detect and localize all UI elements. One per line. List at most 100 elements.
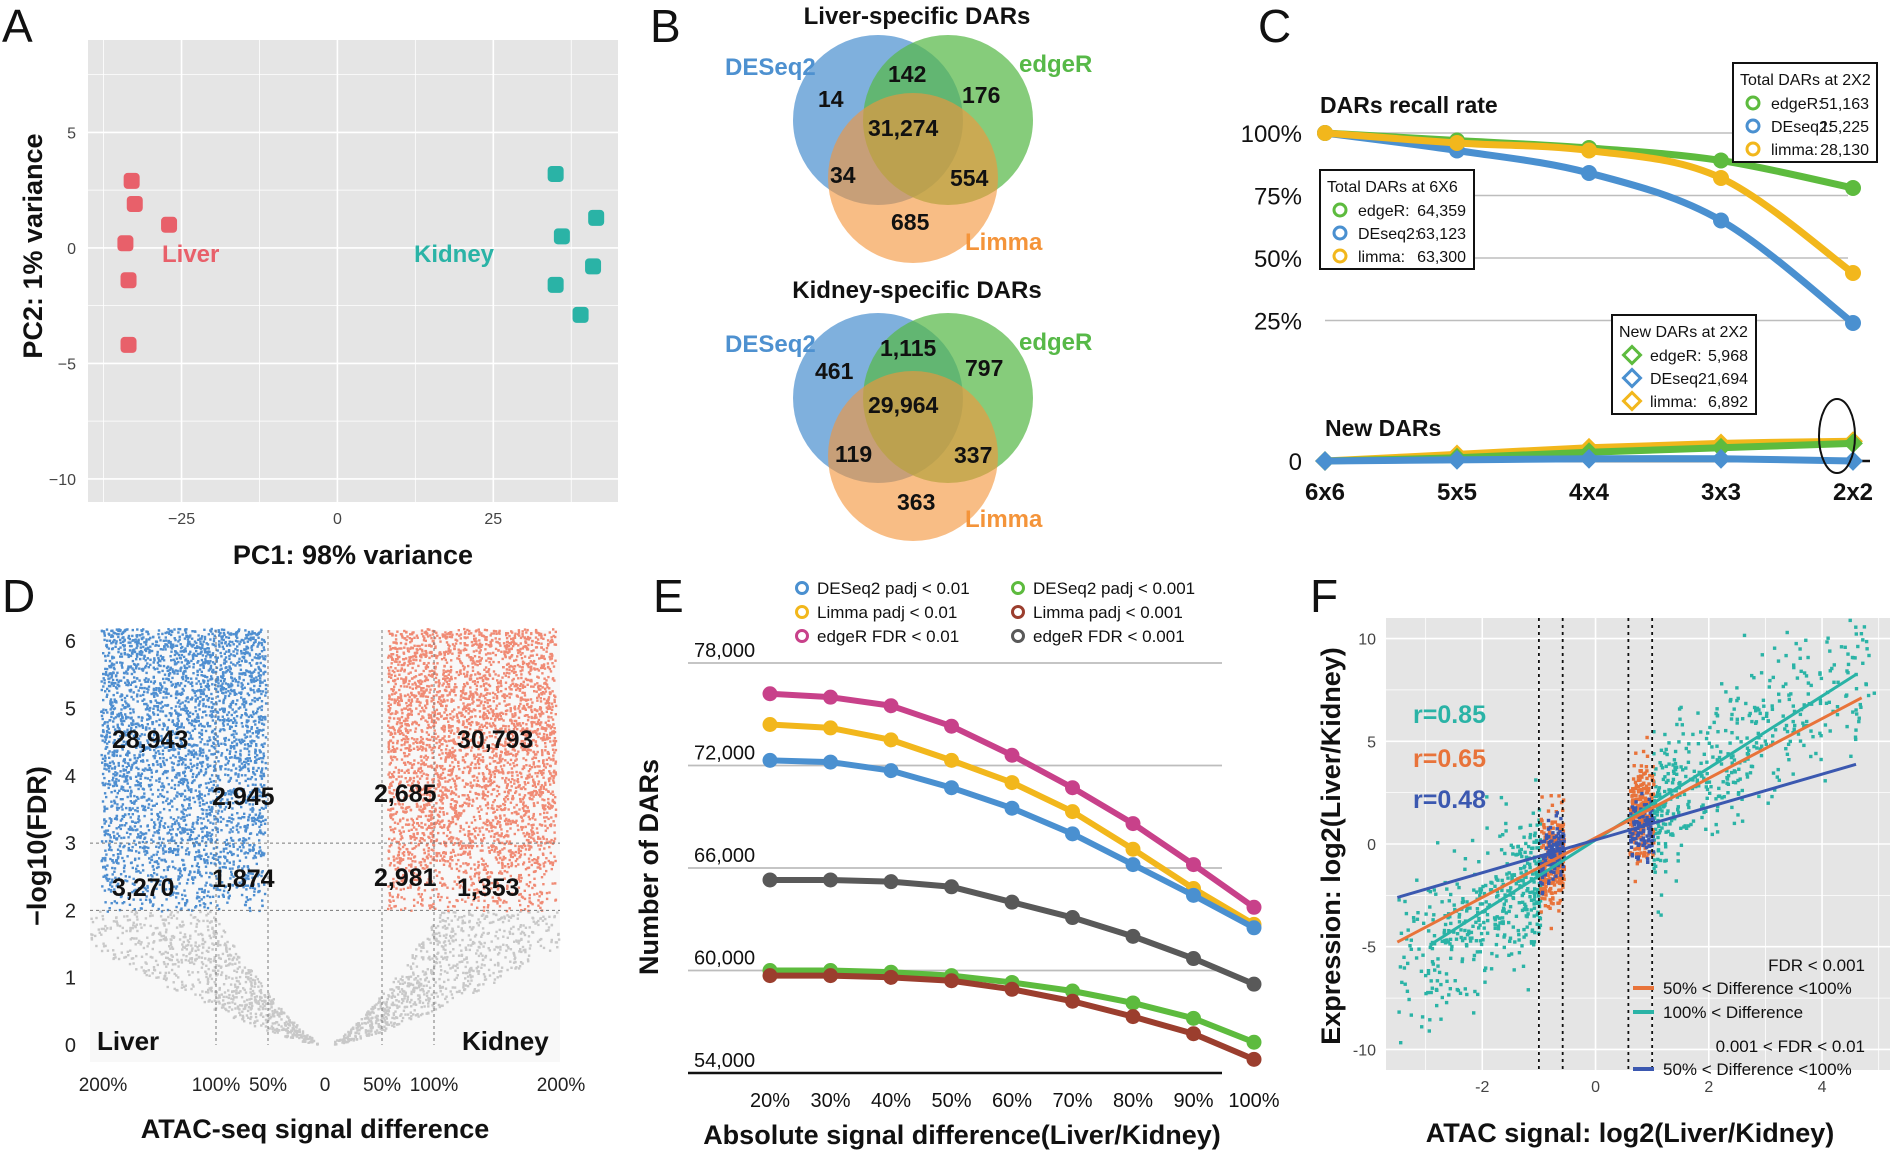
volcano-point-liver	[254, 822, 257, 825]
volcano-point-liver	[223, 708, 226, 711]
volcano-point-liver	[133, 802, 136, 805]
volcano-point-liver	[200, 797, 203, 800]
volcano-point-ns	[349, 1029, 353, 1033]
volcano-point-ns	[194, 949, 197, 953]
volcano-point-liver	[107, 767, 111, 770]
volcano-point-liver	[121, 887, 124, 890]
volcano-point-ns	[415, 986, 419, 990]
volcano-point-ns	[519, 925, 522, 929]
volcano-point-liver	[251, 636, 254, 639]
volcano-point-ns	[477, 924, 480, 927]
volcano-point-liver	[191, 775, 194, 779]
volcano-point-liver	[117, 806, 121, 810]
volcano-point-liver	[245, 721, 248, 724]
volcano-point-ns	[480, 963, 484, 966]
volcano-point-liver	[148, 861, 152, 864]
volcano-point-ns	[391, 988, 394, 991]
volcano-point-liver	[159, 844, 162, 847]
volcano-point-ns	[539, 917, 542, 920]
volcano-point-ns	[400, 988, 404, 991]
volcano-point-ns	[149, 912, 152, 915]
volcano-point-liver	[143, 733, 146, 736]
volcano-point-ns	[260, 985, 264, 988]
volcano-point-liver	[196, 652, 200, 656]
volcano-point-ns	[227, 989, 230, 992]
volcano-point-ns	[394, 1010, 397, 1013]
volcano-point-ns	[235, 991, 238, 995]
volcano-point-ns	[140, 926, 143, 929]
volcano-point-liver	[211, 856, 215, 859]
volcano-point-liver	[126, 762, 130, 765]
volcano-point-liver	[189, 762, 193, 765]
volcano-point-liver	[183, 789, 187, 792]
volcano-point-liver	[229, 836, 233, 840]
volcano-point-liver	[188, 803, 191, 806]
volcano-point-ns	[201, 990, 204, 993]
volcano-point-liver	[203, 891, 206, 894]
volcano-point-liver	[143, 805, 147, 808]
volcano-point-liver	[159, 688, 163, 691]
volcano-point-liver	[243, 816, 246, 819]
volcano-point-liver	[196, 795, 199, 798]
volcano-point-ns	[167, 915, 170, 919]
volcano-point-liver	[244, 701, 248, 705]
volcano-point-liver	[223, 792, 226, 795]
volcano-point-ns	[509, 948, 513, 951]
volcano-point-liver	[188, 804, 191, 807]
volcano-point-ns	[333, 1043, 337, 1046]
volcano-point-liver	[147, 803, 151, 806]
volcano-point-liver	[243, 903, 247, 907]
volcano-point-liver	[146, 759, 149, 762]
volcano-point-liver	[129, 683, 132, 686]
volcano-point-liver	[104, 756, 107, 760]
pca-plot-background	[88, 40, 618, 502]
volcano-point-liver	[244, 700, 248, 703]
volcano-point-liver	[236, 662, 239, 665]
volcano-point-ns	[438, 984, 442, 988]
volcano-point-ns	[153, 940, 156, 943]
volcano-point-liver	[160, 910, 164, 913]
volcano-point-liver	[143, 769, 146, 772]
volcano-point-liver	[116, 832, 119, 835]
volcano-point-ns	[495, 945, 498, 949]
volcano-point-ns	[231, 990, 234, 993]
volcano-point-liver	[138, 724, 141, 728]
volcano-point-liver	[176, 693, 179, 696]
volcano-point-ns	[548, 915, 551, 918]
volcano-point-liver	[249, 688, 253, 692]
volcano-point-liver	[162, 869, 166, 872]
volcano-point-liver	[114, 876, 117, 879]
volcano-point-liver	[242, 846, 245, 849]
volcano-point-liver	[149, 779, 152, 782]
volcano-point-liver	[146, 886, 149, 889]
volcano-point-ns	[300, 1035, 303, 1039]
volcano-point-liver	[206, 679, 210, 682]
legend-entry-name: edgeR:	[1358, 203, 1410, 220]
volcano-point-liver	[185, 712, 188, 715]
volcano-point-ns	[421, 988, 425, 991]
volcano-point-liver	[256, 816, 260, 820]
volcano-point-liver	[129, 768, 133, 771]
volcano-point-ns	[462, 986, 465, 989]
volcano-point-ns	[220, 993, 223, 996]
volcano-point-liver	[115, 701, 118, 704]
volcano-point-liver	[212, 746, 216, 749]
volcano-point-liver	[255, 862, 258, 866]
volcano-point-liver	[161, 782, 164, 785]
volcano-point-liver	[199, 857, 203, 861]
volcano-point-liver	[215, 877, 218, 880]
volcano-point-liver	[110, 800, 113, 803]
volcano-point-liver	[200, 765, 204, 768]
volcano-point-liver	[202, 661, 205, 664]
volcano-point-liver	[183, 770, 186, 773]
volcano-point-ns	[233, 996, 236, 999]
volcano-point-ns	[456, 974, 459, 977]
volcano-point-liver	[110, 715, 113, 719]
volcano-point-liver	[145, 638, 148, 641]
volcano-point-ns	[506, 968, 509, 972]
volcano-point-liver	[230, 817, 233, 820]
volcano-point-ns	[519, 961, 523, 964]
volcano-point-liver	[227, 649, 231, 652]
volcano-point-liver	[143, 748, 147, 751]
volcano-point-liver	[225, 719, 229, 722]
